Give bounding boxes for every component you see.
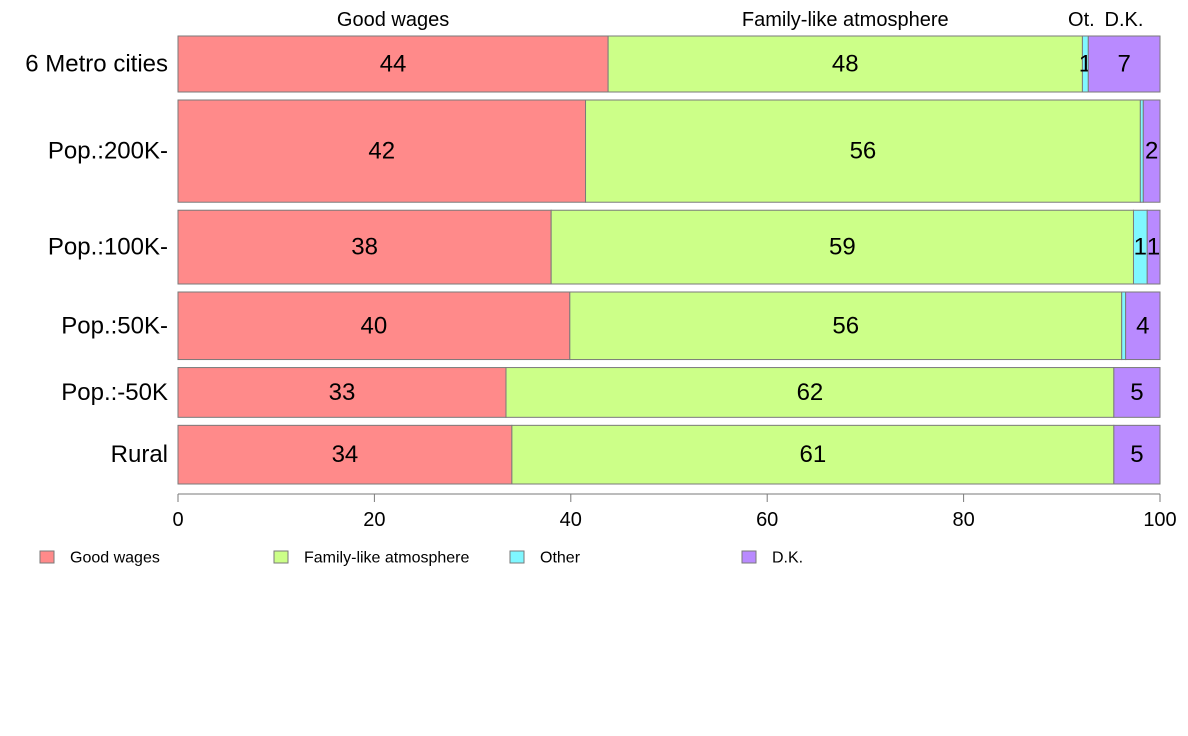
category-label: Rural xyxy=(111,441,168,468)
data-label: 34 xyxy=(332,441,359,468)
legend-label: Family-like atmosphere xyxy=(304,550,469,567)
legend-label: D.K. xyxy=(772,550,803,567)
bar-family-like-atmosphere-pop-100k xyxy=(550,209,1134,285)
legend-item-d-k: D.K. xyxy=(741,550,803,567)
bar-row-pop-50k: 40 56 4 xyxy=(177,291,1161,361)
bar-family-like-atmosphere-pop-50k xyxy=(505,367,1115,418)
bar-row-pop-50k: 33 62 5 xyxy=(177,367,1161,418)
bar-family-like-atmosphere-rural xyxy=(511,424,1115,485)
category-label: Pop.:100K- xyxy=(48,234,168,261)
bar-family-like-atmosphere-pop-50k xyxy=(569,291,1123,361)
data-label: 40 xyxy=(361,312,388,339)
bar-d-k-pop-100k xyxy=(1146,209,1161,285)
data-label: 33 xyxy=(329,379,356,406)
x-tick-label: 80 xyxy=(952,509,974,531)
bar-family-like-atmosphere-pop-200k xyxy=(585,99,1141,203)
data-label: 1 xyxy=(1147,234,1160,261)
data-label: 62 xyxy=(797,379,824,406)
data-label: 48 xyxy=(832,51,859,78)
legend-swatch xyxy=(509,550,525,564)
bar-good-wages-pop-50k xyxy=(177,367,507,418)
legend-item-family-like-atmosphere: Family-like atmosphere xyxy=(273,550,469,567)
column-header: Family-like atmosphere xyxy=(742,9,949,31)
data-label: 2 xyxy=(1145,138,1158,165)
legend-swatch xyxy=(741,550,757,564)
column-headers: Good wages Family-like atmosphere Ot. D.K. xyxy=(337,9,1144,31)
x-tick-label: 100 xyxy=(1143,509,1176,531)
category-label: Pop.:200K- xyxy=(48,138,168,165)
column-header: Ot. xyxy=(1068,9,1095,31)
column-header: Good wages xyxy=(337,9,449,31)
data-label: 59 xyxy=(829,234,856,261)
bar-d-k-rural xyxy=(1113,424,1161,485)
category-label: Pop.:-50K xyxy=(61,379,168,406)
bar-d-k-pop-200k xyxy=(1142,99,1161,203)
legend-swatch xyxy=(273,550,289,564)
category-labels: 6 Metro cities Pop.:200K- Pop.:100K- Pop.:5… xyxy=(25,51,168,469)
bar-other-pop-50k xyxy=(1121,291,1127,361)
bar-row-pop-200k: 42 56 2 xyxy=(177,99,1161,203)
bar-good-wages-pop-200k xyxy=(177,99,587,203)
bar-good-wages-6-metro-cities xyxy=(177,35,609,93)
bar-good-wages-pop-50k xyxy=(177,291,571,361)
data-label: 7 xyxy=(1117,51,1130,78)
x-axis: 0 20 40 60 80 100 xyxy=(172,493,1177,531)
x-tick-label: 60 xyxy=(756,509,778,531)
x-tick-label: 20 xyxy=(363,509,385,531)
data-label: 56 xyxy=(832,312,859,339)
bar-d-k-6-metro-cities xyxy=(1087,35,1161,93)
bar-d-k-pop-50k xyxy=(1113,367,1161,418)
category-label: 6 Metro cities xyxy=(25,51,168,78)
bar-row-pop-100k: 38 59 1 1 xyxy=(177,209,1161,285)
bars: 44 48 1 742 56 238 59 1 140 56 433 62 534 61 5 xyxy=(177,35,1161,485)
legend-label: Other xyxy=(540,550,581,567)
data-label: 1 xyxy=(1134,234,1147,261)
bar-row-6-metro-cities: 44 48 1 7 xyxy=(177,35,1161,93)
x-tick-label: 40 xyxy=(560,509,582,531)
legend-label: Good wages xyxy=(70,550,160,567)
bar-good-wages-rural xyxy=(177,424,513,485)
data-label: 56 xyxy=(850,138,877,165)
data-label: 44 xyxy=(380,51,407,78)
legend: Good wages Family-like atmosphere Other D.K… xyxy=(39,550,803,567)
bar-good-wages-pop-100k xyxy=(177,209,552,285)
data-label: 38 xyxy=(351,234,378,261)
bar-row-rural: 34 61 5 xyxy=(177,424,1161,485)
data-label: 5 xyxy=(1130,379,1143,406)
bar-d-k-pop-50k xyxy=(1125,291,1161,361)
data-label: 5 xyxy=(1130,441,1143,468)
legend-item-good-wages: Good wages xyxy=(39,550,160,567)
legend-item-other: Other xyxy=(509,550,581,567)
data-label: 4 xyxy=(1136,312,1149,339)
data-label: 61 xyxy=(800,441,827,468)
x-tick-label: 0 xyxy=(172,509,183,531)
column-header: D.K. xyxy=(1105,9,1144,31)
legend-swatch xyxy=(39,550,55,564)
category-label: Pop.:50K- xyxy=(61,312,168,339)
data-label: 42 xyxy=(368,138,395,165)
bar-family-like-atmosphere-6-metro-cities xyxy=(607,35,1083,93)
